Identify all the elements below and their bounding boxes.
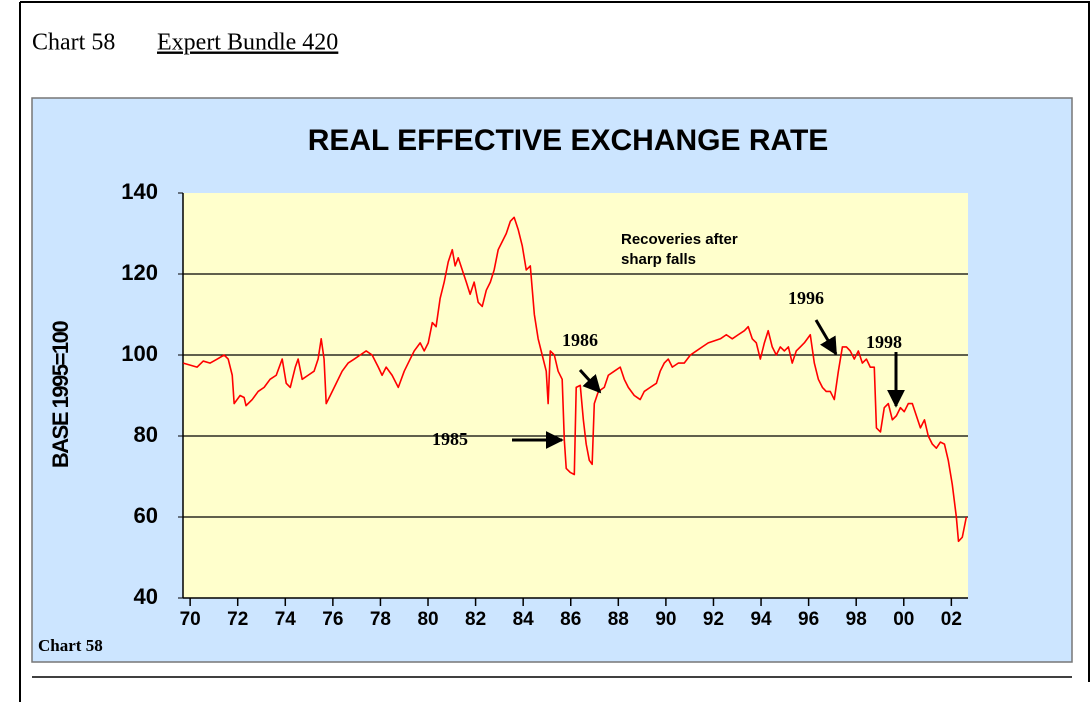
y-axis-label: BASE 1995=100 bbox=[48, 321, 73, 468]
x-tick-label: 96 bbox=[798, 609, 819, 630]
x-tick-label: 74 bbox=[275, 609, 297, 630]
x-tick-label: 02 bbox=[941, 609, 962, 630]
data-line bbox=[183, 216, 968, 543]
header-link[interactable]: Expert Bundle 420 bbox=[157, 30, 338, 56]
x-tick-label: 84 bbox=[513, 609, 535, 630]
x-tick-label: 76 bbox=[322, 609, 343, 630]
x-tick-label: 78 bbox=[370, 609, 391, 630]
x-tick-label: 98 bbox=[846, 609, 867, 630]
x-tick-label: 86 bbox=[560, 609, 581, 630]
x-tick-label: 82 bbox=[465, 609, 486, 630]
annotation: Recoveries after bbox=[621, 231, 738, 248]
y-tick-label: 80 bbox=[134, 422, 158, 447]
header-label: Chart 58 bbox=[32, 30, 115, 56]
arrow bbox=[814, 319, 838, 356]
annotation: 1985 bbox=[432, 429, 468, 449]
y-tick-label: 100 bbox=[121, 341, 158, 366]
y-tick-label: 40 bbox=[134, 584, 158, 609]
chart-footer: Chart 58 bbox=[38, 636, 103, 655]
x-tick-label: 92 bbox=[703, 609, 724, 630]
x-tick-label: 88 bbox=[608, 609, 629, 630]
x-tick-label: 94 bbox=[750, 609, 772, 630]
plot: 40 60 80 100 120 140 70 72 74 76 78 80 82 84 86 88 90 92 9… bbox=[121, 179, 968, 630]
x-tick-label: 72 bbox=[227, 609, 248, 630]
y-tick-label: 140 bbox=[121, 179, 158, 204]
annotation: 1996 bbox=[788, 288, 824, 308]
x-tick-label: 90 bbox=[655, 609, 676, 630]
annotation: 1986 bbox=[562, 330, 598, 350]
arrow bbox=[578, 368, 602, 394]
x-tick-label: 70 bbox=[180, 609, 201, 630]
annotation: 1998 bbox=[866, 332, 902, 352]
chart-title: REAL EFFECTIVE EXCHANGE RATE bbox=[308, 124, 829, 157]
y-tick-label: 60 bbox=[134, 503, 158, 528]
x-tick-label: 00 bbox=[893, 609, 914, 630]
annotation: sharp falls bbox=[621, 251, 696, 268]
y-tick-label: 120 bbox=[121, 260, 158, 285]
x-tick-label: 80 bbox=[417, 609, 438, 630]
